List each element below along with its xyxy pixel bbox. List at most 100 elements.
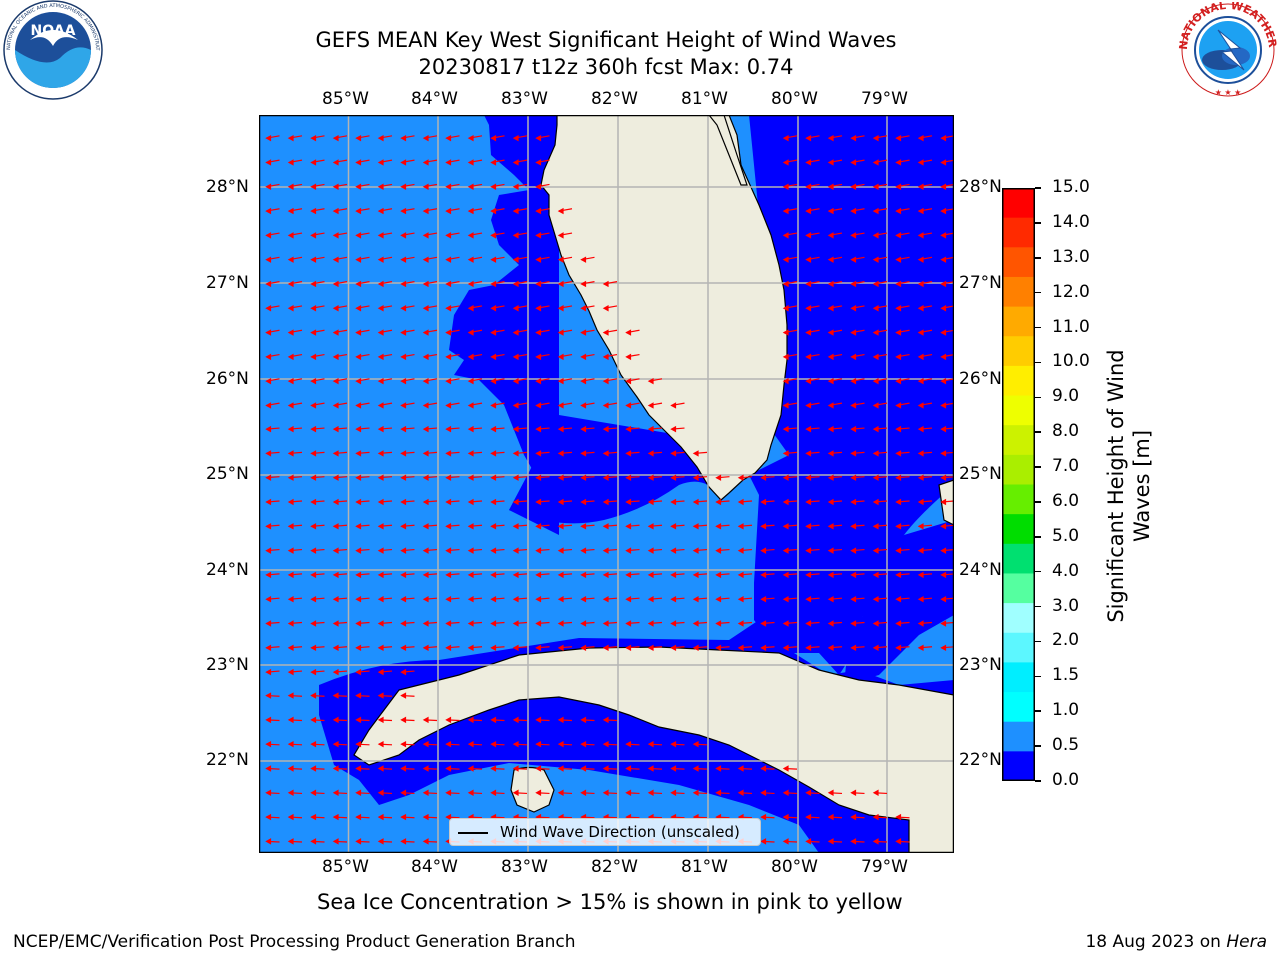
wave-direction-arrowhead bbox=[872, 571, 879, 579]
wave-direction-arrowhead bbox=[332, 450, 339, 457]
wave-direction-arrowhead bbox=[490, 256, 497, 263]
wave-direction-arrowhead bbox=[557, 765, 564, 772]
lon-label-top: 84°W bbox=[411, 89, 458, 109]
map-legend: Wind Wave Direction (unscaled) bbox=[449, 818, 761, 846]
wave-direction-arrowhead bbox=[782, 353, 789, 361]
wave-direction-arrowhead bbox=[557, 450, 564, 457]
wave-direction-arrowhead bbox=[940, 402, 947, 409]
wave-direction-arrowhead bbox=[850, 644, 857, 652]
wave-direction-arrowhead bbox=[850, 450, 857, 457]
wave-direction-arrowhead bbox=[782, 377, 789, 385]
wave-direction-arrowhead bbox=[805, 159, 812, 166]
wave-direction-arrowhead bbox=[422, 474, 429, 481]
wave-direction-arrowhead bbox=[805, 402, 812, 409]
wave-direction-arrowhead bbox=[827, 498, 834, 506]
wave-direction-arrowhead bbox=[422, 644, 429, 652]
wave-direction-arrowhead bbox=[445, 547, 452, 554]
wave-direction-arrowhead bbox=[895, 377, 902, 385]
wave-direction-arrowhead bbox=[490, 402, 497, 409]
wave-direction-arrowhead bbox=[467, 571, 474, 579]
wave-direction-arrowhead bbox=[737, 523, 744, 530]
wave-direction-arrowhead bbox=[422, 620, 429, 627]
wave-direction-arrowhead bbox=[760, 644, 767, 652]
wave-direction-arrowhead bbox=[535, 571, 542, 579]
wave-direction-arrowhead bbox=[535, 498, 542, 506]
wave-direction-arrowhead bbox=[670, 523, 677, 530]
wave-direction-arrowhead bbox=[535, 280, 542, 288]
wave-direction-arrowhead bbox=[445, 716, 452, 724]
wave-direction-arrowhead bbox=[535, 402, 542, 409]
colorbar-tick-label: 10.0 bbox=[1052, 351, 1090, 372]
wave-direction-arrowhead bbox=[940, 620, 947, 627]
wave-direction-arrowhead bbox=[467, 620, 474, 627]
wave-direction-arrowhead bbox=[827, 232, 834, 239]
wave-direction-arrowhead bbox=[467, 425, 474, 433]
wave-direction-arrowhead bbox=[355, 620, 362, 627]
wave-direction-arrowhead bbox=[490, 789, 497, 796]
wave-direction-arrowhead bbox=[287, 256, 294, 263]
wave-direction-arrowhead bbox=[422, 329, 429, 336]
wave-direction-arrowhead bbox=[737, 547, 744, 554]
wave-direction-arrowhead bbox=[895, 571, 902, 579]
wave-direction-arrowhead bbox=[805, 353, 812, 361]
lon-label-bottom: 85°W bbox=[322, 857, 369, 877]
wave-direction-arrowhead bbox=[827, 280, 834, 288]
wave-direction-arrowhead bbox=[670, 450, 677, 457]
wave-direction-arrowhead bbox=[400, 644, 407, 652]
wave-direction-arrowhead bbox=[917, 596, 924, 603]
wave-direction-arrowhead bbox=[355, 740, 362, 748]
wave-direction-arrowhead bbox=[445, 329, 452, 336]
wave-direction-arrowhead bbox=[715, 474, 722, 481]
wave-direction-arrowhead bbox=[535, 377, 542, 385]
wave-direction-arrowhead bbox=[625, 377, 632, 385]
wave-direction-arrowhead bbox=[670, 620, 677, 627]
wave-direction-arrowhead bbox=[265, 256, 272, 263]
wave-direction-arrowhead bbox=[490, 571, 497, 579]
wave-direction-arrowhead bbox=[872, 305, 879, 312]
colorbar-bin bbox=[1002, 217, 1035, 248]
wave-direction-arrowhead bbox=[490, 596, 497, 603]
wave-direction-arrowhead bbox=[355, 134, 362, 142]
wave-direction-arrowhead bbox=[332, 159, 339, 166]
lon-label-bottom: 79°W bbox=[861, 857, 908, 877]
wave-direction-arrowhead bbox=[872, 596, 879, 603]
wave-direction-arrowhead bbox=[332, 716, 339, 724]
wave-direction-arrowhead bbox=[625, 740, 632, 748]
colorbar-bin bbox=[1002, 721, 1035, 752]
wave-direction-arrowhead bbox=[557, 207, 564, 215]
wave-direction-arrowhead bbox=[512, 571, 519, 579]
wave-direction-arrowhead bbox=[490, 716, 497, 724]
wave-direction-arrowhead bbox=[760, 523, 767, 530]
wave-direction-arrowhead bbox=[467, 740, 474, 748]
wave-direction-arrowhead bbox=[422, 232, 429, 239]
wave-direction-arrowhead bbox=[647, 740, 654, 748]
wave-direction-arrowhead bbox=[512, 232, 519, 239]
wave-direction-arrowhead bbox=[715, 547, 722, 554]
wave-direction-arrowhead bbox=[535, 596, 542, 603]
wave-direction-arrowhead bbox=[490, 305, 497, 312]
wave-direction-arrowhead bbox=[917, 547, 924, 554]
wave-direction-arrowhead bbox=[827, 183, 834, 190]
wave-direction-arrowhead bbox=[490, 644, 497, 652]
wave-direction-arrowhead bbox=[535, 159, 542, 166]
wave-direction-arrowhead bbox=[872, 425, 879, 433]
wave-direction-arrowhead bbox=[355, 159, 362, 166]
wave-direction-arrowhead bbox=[445, 232, 452, 239]
wave-direction-arrowhead bbox=[355, 450, 362, 457]
wave-direction-arrowhead bbox=[490, 353, 497, 361]
wave-direction-arrowhead bbox=[265, 377, 272, 385]
wave-direction-arrowhead bbox=[310, 716, 317, 724]
wave-direction-arrowhead bbox=[782, 498, 789, 506]
wave-direction-arrowhead bbox=[467, 523, 474, 530]
wave-direction-arrowhead bbox=[805, 232, 812, 239]
wave-direction-arrowhead bbox=[490, 620, 497, 627]
wave-direction-arrowhead bbox=[400, 207, 407, 215]
wave-direction-arrowhead bbox=[805, 183, 812, 190]
wave-direction-arrowhead bbox=[625, 571, 632, 579]
wave-direction-arrowhead bbox=[602, 620, 609, 627]
wave-direction-arrowhead bbox=[377, 450, 384, 457]
wave-direction-arrowhead bbox=[332, 668, 339, 676]
wave-direction-arrowhead bbox=[467, 183, 474, 190]
wave-direction-arrowhead bbox=[670, 740, 677, 748]
wave-direction-arrowhead bbox=[895, 183, 902, 190]
